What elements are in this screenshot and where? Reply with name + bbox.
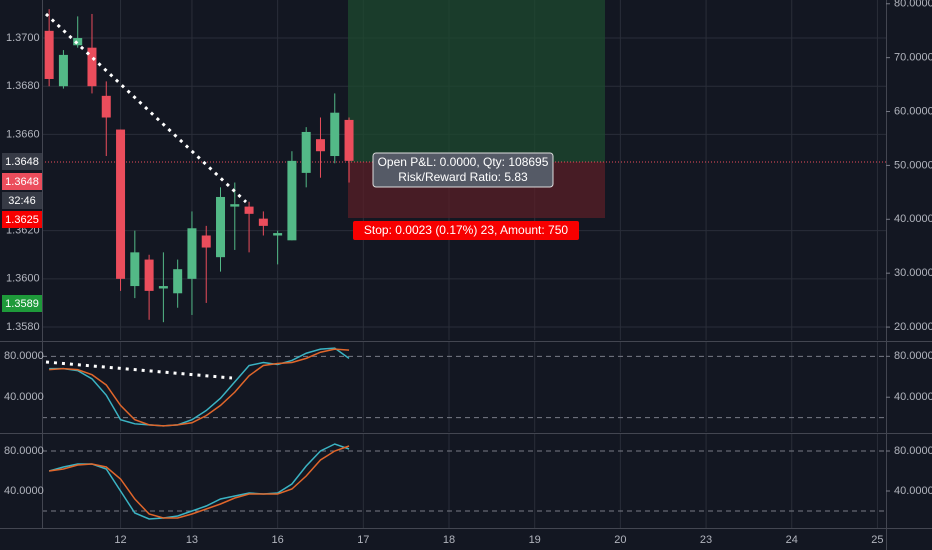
candle-body — [201, 235, 211, 248]
candle-body — [187, 228, 197, 279]
x-tick-label: 20 — [614, 534, 626, 546]
x-tick-label: 12 — [114, 534, 126, 546]
candle-body — [344, 119, 354, 161]
y2-tick-label: 80.0000 — [894, 0, 932, 10]
candle-body — [173, 269, 183, 294]
y2-tick-label: 50.0000 — [894, 159, 932, 171]
position-pnl: Open P&L: 0.0000, Qty: 108695 — [378, 155, 549, 169]
trend-line — [44, 12, 248, 204]
y-tick-label: 1.3680 — [6, 80, 40, 92]
x-tick-label: 23 — [700, 534, 712, 546]
candle-body — [330, 112, 340, 157]
candle-body — [44, 30, 54, 79]
x-tick-label: 17 — [357, 534, 369, 546]
x-tick-label: 16 — [272, 534, 284, 546]
y2-tick-label: 40.0000 — [894, 485, 932, 497]
candle-body — [244, 206, 254, 214]
x-tick-label: 19 — [529, 534, 541, 546]
y2-tick-label: 20.0000 — [894, 321, 932, 333]
y-tick-label: 1.3660 — [6, 128, 40, 140]
indicator-line — [49, 347, 350, 427]
indicator-line — [49, 445, 350, 519]
candle-body — [216, 196, 226, 258]
timer-badge-text: 32:46 — [8, 195, 36, 207]
y-tick-label: 1.3580 — [6, 321, 40, 333]
stop-label: Stop: 0.0023 (0.17%) 23, Amount: 750 — [364, 223, 568, 237]
candle-body — [116, 129, 126, 279]
y2-tick-label: 60.0000 — [894, 105, 932, 117]
y2-tick-label: 30.0000 — [894, 267, 932, 279]
x-tick-label: 25 — [871, 534, 883, 546]
price-badge-text: 1.3648 — [5, 156, 39, 168]
price-badge-text: 1.3589 — [5, 298, 39, 310]
price-badge — [2, 295, 42, 312]
price-badge — [2, 211, 42, 228]
y2-tick-label: 40.0000 — [894, 213, 932, 225]
candle-body — [144, 259, 154, 291]
x-tick-label: 13 — [186, 534, 198, 546]
stop-label-box — [353, 221, 579, 240]
candle-body — [230, 204, 240, 207]
y-tick-label: 1.3600 — [6, 273, 40, 285]
candle-body — [258, 218, 268, 226]
candle-body — [158, 286, 168, 289]
x-tick-label: 24 — [786, 534, 798, 546]
candle-body — [58, 54, 68, 87]
indicator-line — [48, 443, 350, 520]
y-tick-label: 80.0000 — [4, 350, 44, 362]
candle-body — [101, 95, 111, 118]
price-badge — [2, 173, 42, 190]
candle-body — [87, 47, 97, 87]
indicator-line — [49, 348, 350, 427]
y-tick-label: 80.0000 — [4, 445, 44, 457]
price-badge — [2, 153, 42, 170]
candle-body — [301, 131, 311, 173]
y-tick-label: 40.0000 — [4, 391, 44, 403]
profit-zone — [348, 0, 605, 162]
y2-tick-label: 70.0000 — [894, 52, 932, 64]
y-tick-label: 1.3700 — [6, 32, 40, 44]
candle-body — [287, 160, 297, 241]
y-tick-label: 40.0000 — [4, 485, 44, 497]
y2-tick-label: 80.0000 — [894, 445, 932, 457]
candle-body — [73, 38, 83, 46]
candle-body — [273, 233, 283, 236]
y2-tick-label: 80.0000 — [894, 350, 932, 362]
candle-body — [130, 252, 140, 287]
position-ratio: Risk/Reward Ratio: 5.83 — [398, 170, 528, 184]
timer-badge — [2, 192, 42, 209]
candle-body — [315, 139, 325, 152]
position-label-box — [372, 152, 554, 188]
marks — [44, 9, 354, 520]
price-badge-text: 1.3625 — [5, 214, 39, 226]
axes: 12 13 16 17 18 19 20 23 24 251.35801.36001.36201.… — [4, 0, 932, 546]
y2-tick-label: 40.0000 — [894, 391, 932, 403]
x-tick-label: 18 — [443, 534, 455, 546]
price-badge-text: 1.3648 — [5, 176, 39, 188]
